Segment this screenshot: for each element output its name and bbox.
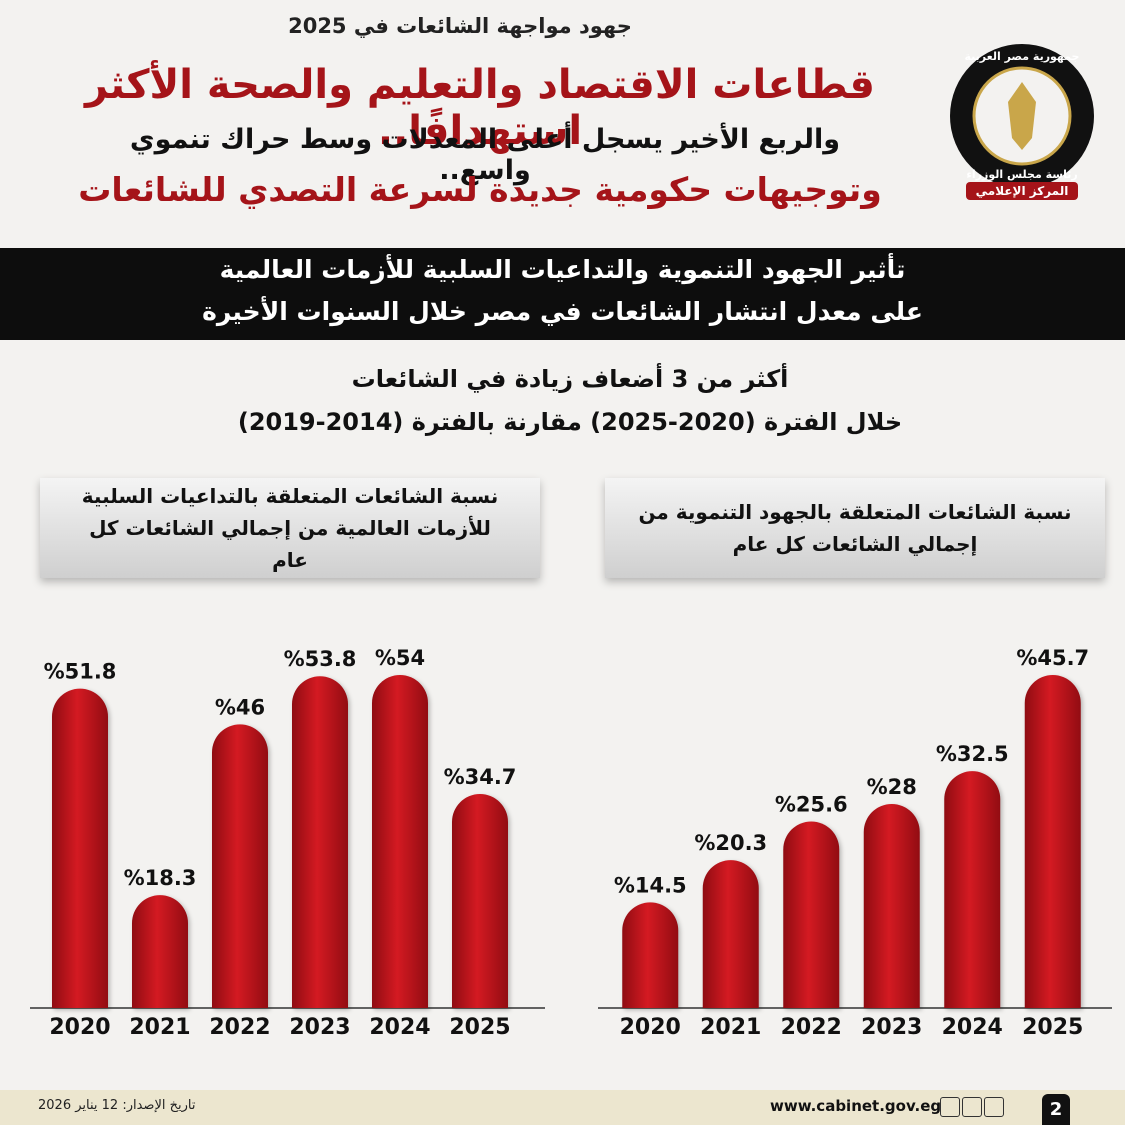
x-tick-label: 2020: [49, 1015, 110, 1040]
bar: [292, 676, 348, 1008]
footer: [0, 1090, 1125, 1125]
bar: [372, 675, 428, 1008]
logo-top: جمهورية مصر العربية: [965, 50, 1080, 63]
chart-title: نسبة الشائعات المتعلقة بالجهود التنموية …: [605, 478, 1105, 578]
value-label: %28: [867, 775, 917, 799]
subtitle-line: خلال الفترة (2020-2025) مقارنة بالفترة (…: [237, 408, 903, 436]
x-tick-label: 2024: [369, 1015, 430, 1040]
value-label: %45.7: [1016, 646, 1089, 670]
chart-title: نسبة الشائعات المتعلقة بالتداعيات السلبي…: [40, 478, 540, 578]
x-tick-label: 2022: [209, 1015, 270, 1040]
value-label: %25.6: [775, 792, 848, 816]
headline-line: وتوجيهات حكومية جديدة لسرعة التصدي للشائ…: [78, 170, 882, 209]
x-tick-label: 2023: [861, 1015, 922, 1040]
x-tick-label: 2022: [781, 1015, 842, 1040]
bar: [52, 688, 108, 1008]
bar: [863, 803, 920, 1008]
page-number: 2: [1042, 1094, 1070, 1125]
social-icon[interactable]: [984, 1097, 1004, 1117]
value-label: %32.5: [936, 742, 1009, 766]
value-label: %14.5: [614, 873, 687, 897]
value-label: %54: [375, 646, 425, 670]
value-label: %34.7: [444, 765, 517, 789]
logo-label-bg: [966, 182, 1078, 200]
headline-line: والربع الأخير يسجل أعلى المعدلات وسط حرا…: [129, 124, 841, 186]
value-label: %20.3: [694, 831, 767, 855]
value-label: %53.8: [284, 647, 357, 671]
bar: [132, 895, 188, 1008]
charts: %51.8 2020 %18.3 2021 %46 2022 %53.8 2023 %54 202…: [30, 646, 1112, 1040]
social-icon[interactable]: [962, 1097, 982, 1117]
x-tick-label: 2025: [449, 1015, 510, 1040]
logo: جمهورية مصر العربية رئاسة مجلس الوزراء ا…: [950, 44, 1094, 200]
x-tick-label: 2025: [1022, 1015, 1083, 1040]
logo-bottom: رئاسة مجلس الوزراء: [966, 168, 1077, 181]
value-label: %51.8: [44, 660, 117, 684]
x-tick-label: 2021: [129, 1015, 190, 1040]
bar: [1024, 675, 1081, 1008]
headline: قطاعات الاقتصاد والتعليم والصحة الأكثر ا…: [85, 62, 875, 154]
banner: [0, 248, 1125, 340]
x-tick-label: 2020: [620, 1015, 681, 1040]
bar: [212, 724, 268, 1008]
kicker: جهود مواجهة الشائعات في 2025: [288, 14, 632, 38]
bar: [702, 860, 759, 1008]
x-tick-label: 2023: [289, 1015, 350, 1040]
banner-line: تأثير الجهود التنموية والتداعيات السلبية…: [219, 255, 906, 284]
social-icon[interactable]: [940, 1097, 960, 1117]
logo-label: المركز الإعلامي: [976, 184, 1069, 198]
banner-line: على معدل انتشار الشائعات في مصر خلال الس…: [202, 297, 923, 326]
subtitle-line: أكثر من 3 أضعاف زيادة في الشائعات: [351, 365, 789, 393]
value-label: %18.3: [124, 866, 197, 890]
bar: [944, 771, 1001, 1008]
bar: [622, 902, 679, 1008]
x-tick-label: 2021: [700, 1015, 761, 1040]
website: www.cabinet.gov.eg: [770, 1097, 942, 1115]
release-date: تاريخ الإصدار: 12 يناير 2026: [38, 1098, 196, 1113]
bar: [452, 794, 508, 1008]
value-label: %46: [215, 695, 265, 719]
x-tick-label: 2024: [942, 1015, 1003, 1040]
bar: [783, 821, 840, 1008]
logo-eagle: [1008, 82, 1036, 150]
